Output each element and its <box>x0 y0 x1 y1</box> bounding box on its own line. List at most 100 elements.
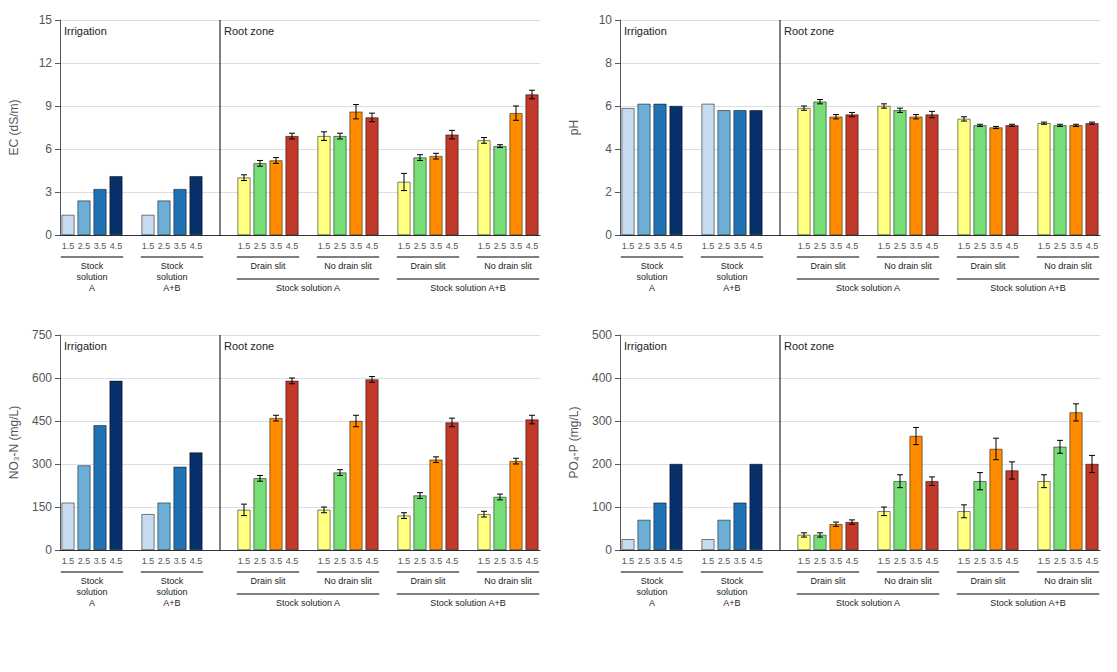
svg-text:300: 300 <box>592 414 612 428</box>
svg-text:2.5: 2.5 <box>254 556 267 566</box>
svg-text:Drain slit: Drain slit <box>810 261 846 271</box>
svg-text:3.5: 3.5 <box>430 241 443 251</box>
svg-text:1.5: 1.5 <box>702 556 715 566</box>
svg-text:1.5: 1.5 <box>878 556 891 566</box>
svg-text:2.5: 2.5 <box>334 556 347 566</box>
svg-text:4.5: 4.5 <box>526 241 539 251</box>
svg-text:12: 12 <box>39 56 53 70</box>
svg-text:No drain slit: No drain slit <box>484 576 532 586</box>
svg-text:6: 6 <box>45 142 52 156</box>
svg-text:8: 8 <box>605 56 612 70</box>
svg-text:2.5: 2.5 <box>414 556 427 566</box>
svg-text:200: 200 <box>592 457 612 471</box>
svg-text:3.5: 3.5 <box>94 241 107 251</box>
svg-text:Drain slit: Drain slit <box>250 261 286 271</box>
svg-text:No drain slit: No drain slit <box>324 576 372 586</box>
svg-text:pH: pH <box>567 120 581 135</box>
svg-text:Root zone: Root zone <box>784 340 834 352</box>
svg-text:4.5: 4.5 <box>670 556 683 566</box>
svg-text:2.5: 2.5 <box>814 556 827 566</box>
svg-text:4.5: 4.5 <box>750 556 763 566</box>
svg-text:Irrigation: Irrigation <box>64 25 107 37</box>
svg-text:3.5: 3.5 <box>350 556 363 566</box>
svg-text:2.5: 2.5 <box>1054 556 1067 566</box>
svg-text:0: 0 <box>605 228 612 242</box>
svg-text:No drain slit: No drain slit <box>1044 261 1092 271</box>
svg-text:400: 400 <box>592 371 612 385</box>
svg-text:Irrigation: Irrigation <box>624 25 667 37</box>
svg-text:1.5: 1.5 <box>142 241 155 251</box>
svg-text:3.5: 3.5 <box>830 556 843 566</box>
svg-text:Stock solution A: Stock solution A <box>276 283 340 293</box>
svg-text:3.5: 3.5 <box>350 241 363 251</box>
svg-text:2.5: 2.5 <box>894 241 907 251</box>
svg-text:Stock: Stock <box>721 576 744 586</box>
svg-text:2.5: 2.5 <box>1054 241 1067 251</box>
svg-text:solution: solution <box>716 272 747 282</box>
svg-text:3.5: 3.5 <box>1070 241 1083 251</box>
svg-text:A+B: A+B <box>163 598 180 608</box>
svg-text:500: 500 <box>592 328 612 342</box>
svg-text:1.5: 1.5 <box>798 241 811 251</box>
svg-text:PO₄-P (mg/L): PO₄-P (mg/L) <box>567 406 581 478</box>
svg-text:2.5: 2.5 <box>158 556 171 566</box>
svg-text:solution: solution <box>76 272 107 282</box>
svg-text:4.5: 4.5 <box>1006 241 1019 251</box>
svg-text:4.5: 4.5 <box>446 556 459 566</box>
svg-text:Drain slit: Drain slit <box>250 576 286 586</box>
svg-text:solution: solution <box>636 587 667 597</box>
svg-text:Stock: Stock <box>161 261 184 271</box>
svg-text:2.5: 2.5 <box>158 241 171 251</box>
svg-text:A+B: A+B <box>163 283 180 293</box>
svg-text:1.5: 1.5 <box>702 241 715 251</box>
svg-text:4.5: 4.5 <box>846 556 859 566</box>
svg-text:Irrigation: Irrigation <box>64 340 107 352</box>
svg-text:NO₃-N (mg/L): NO₃-N (mg/L) <box>7 406 21 480</box>
svg-text:1.5: 1.5 <box>238 241 251 251</box>
svg-text:10: 10 <box>599 13 613 27</box>
svg-text:3.5: 3.5 <box>990 556 1003 566</box>
svg-text:6: 6 <box>605 99 612 113</box>
svg-text:2.5: 2.5 <box>254 241 267 251</box>
svg-text:1.5: 1.5 <box>878 241 891 251</box>
svg-text:4.5: 4.5 <box>366 556 379 566</box>
svg-text:Stock: Stock <box>641 576 664 586</box>
svg-text:Root zone: Root zone <box>784 25 834 37</box>
svg-text:No drain slit: No drain slit <box>324 261 372 271</box>
svg-text:4.5: 4.5 <box>1006 556 1019 566</box>
svg-text:solution: solution <box>76 587 107 597</box>
svg-text:2: 2 <box>605 185 612 199</box>
svg-text:1.5: 1.5 <box>622 556 635 566</box>
svg-text:2.5: 2.5 <box>494 556 507 566</box>
svg-text:3.5: 3.5 <box>174 241 187 251</box>
svg-text:4.5: 4.5 <box>526 556 539 566</box>
svg-text:150: 150 <box>32 500 52 514</box>
svg-text:1.5: 1.5 <box>398 556 411 566</box>
svg-text:Drain slit: Drain slit <box>810 576 846 586</box>
svg-text:0: 0 <box>45 228 52 242</box>
svg-text:3.5: 3.5 <box>270 556 283 566</box>
svg-text:3.5: 3.5 <box>270 241 283 251</box>
svg-text:4.5: 4.5 <box>190 241 203 251</box>
svg-text:EC (dS/m): EC (dS/m) <box>7 99 21 155</box>
svg-text:3.5: 3.5 <box>510 556 523 566</box>
svg-text:No drain slit: No drain slit <box>484 261 532 271</box>
svg-text:3.5: 3.5 <box>430 556 443 566</box>
svg-text:1.5: 1.5 <box>798 556 811 566</box>
svg-text:Irrigation: Irrigation <box>624 340 667 352</box>
svg-text:1.5: 1.5 <box>318 241 331 251</box>
svg-text:2.5: 2.5 <box>638 556 651 566</box>
svg-text:3.5: 3.5 <box>910 241 923 251</box>
svg-text:3: 3 <box>45 185 52 199</box>
svg-text:2.5: 2.5 <box>494 241 507 251</box>
svg-text:2.5: 2.5 <box>414 241 427 251</box>
svg-text:3.5: 3.5 <box>734 556 747 566</box>
svg-text:Stock solution A+B: Stock solution A+B <box>430 598 505 608</box>
svg-text:Drain slit: Drain slit <box>410 261 446 271</box>
svg-text:2.5: 2.5 <box>718 241 731 251</box>
svg-text:3.5: 3.5 <box>910 556 923 566</box>
svg-text:A: A <box>649 598 655 608</box>
svg-text:300: 300 <box>32 457 52 471</box>
svg-text:2.5: 2.5 <box>894 556 907 566</box>
svg-text:3.5: 3.5 <box>734 241 747 251</box>
